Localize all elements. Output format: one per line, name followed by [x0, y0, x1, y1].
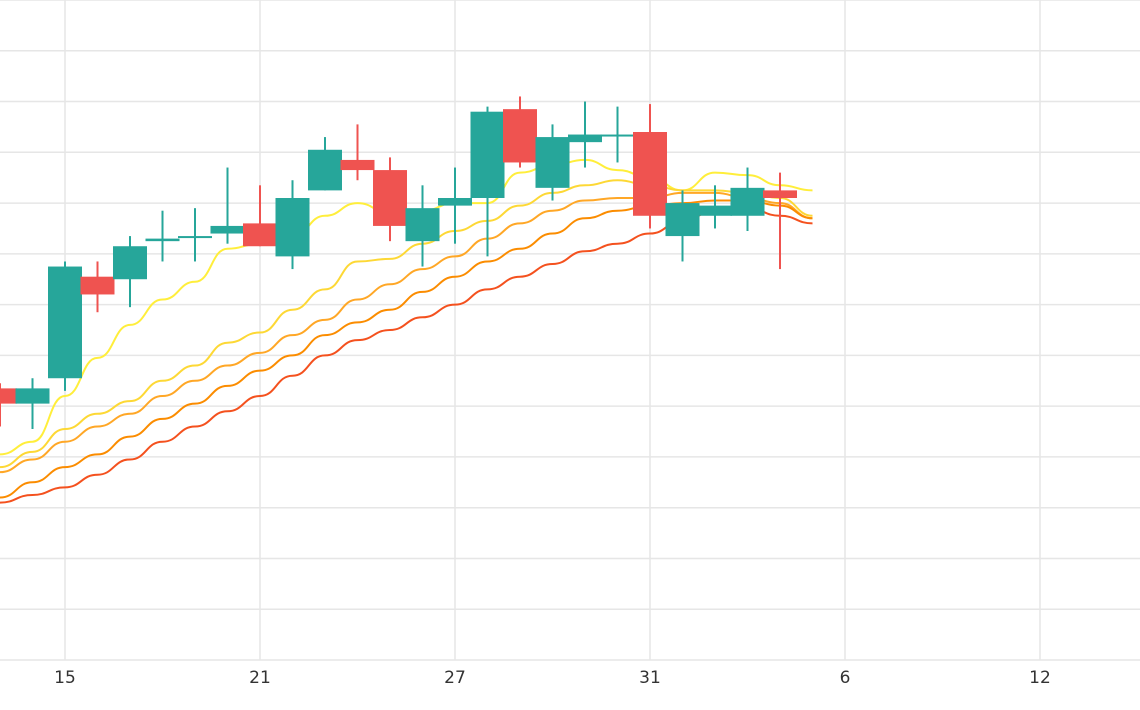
- candle-body: [438, 198, 472, 206]
- candle-body: [470, 111, 505, 198]
- candle-body: [730, 187, 765, 216]
- candle-body: [600, 134, 635, 137]
- candle-body: [113, 246, 147, 280]
- ma-line-2: [0, 179, 813, 469]
- candle: [275, 180, 310, 270]
- x-tick-label: 15: [54, 668, 76, 688]
- candle-body: [80, 276, 115, 295]
- candle-body: [373, 170, 407, 226]
- candle: [503, 96, 537, 168]
- candle: [633, 104, 667, 229]
- candle-body: [145, 238, 180, 242]
- candle: [0, 383, 17, 427]
- candle: [113, 236, 147, 308]
- candle-body: [48, 266, 82, 379]
- ma-line-3: [0, 191, 813, 474]
- candle-body: [308, 149, 342, 191]
- ma-line-4: [0, 199, 813, 499]
- x-tick-label: 27: [444, 668, 466, 688]
- candle-body: [535, 137, 570, 188]
- candle: [698, 185, 732, 229]
- candle: [470, 106, 505, 257]
- x-axis-ticks: 15 21 27 31 6 12: [54, 668, 1051, 688]
- candle: [568, 101, 602, 168]
- candle-body: [763, 190, 797, 198]
- candle-body: [275, 198, 310, 257]
- candle-body: [210, 225, 245, 234]
- candle: [48, 261, 82, 391]
- candle: [178, 208, 212, 262]
- candle-body: [568, 134, 602, 143]
- x-tick-label: 31: [639, 668, 661, 688]
- candle-body: [178, 236, 212, 239]
- candle-body: [665, 203, 700, 237]
- candle-body: [633, 132, 667, 216]
- candle: [80, 261, 115, 313]
- candle: [665, 190, 700, 262]
- candle: [210, 167, 245, 244]
- candle: [373, 157, 407, 242]
- candle: [145, 210, 180, 262]
- candle: [600, 106, 635, 163]
- candle-body: [698, 205, 732, 216]
- candles: [0, 96, 797, 429]
- candle-body: [0, 388, 17, 404]
- candle: [438, 167, 472, 244]
- gridlines: [0, 0, 1140, 661]
- x-tick-label: 6: [840, 668, 851, 688]
- candle-body: [340, 159, 375, 171]
- x-tick-label: 21: [249, 668, 271, 688]
- candle: [340, 124, 375, 181]
- candle: [535, 124, 570, 201]
- candle: [308, 137, 342, 191]
- candle: [243, 185, 277, 247]
- candle: [730, 167, 765, 231]
- candle-body: [15, 388, 50, 404]
- candle: [763, 172, 797, 270]
- x-tick-label: 12: [1029, 668, 1051, 688]
- candle: [15, 378, 50, 429]
- candle-body: [503, 109, 537, 163]
- candle-body: [243, 223, 277, 247]
- candle-body: [405, 208, 440, 242]
- candle: [405, 185, 440, 267]
